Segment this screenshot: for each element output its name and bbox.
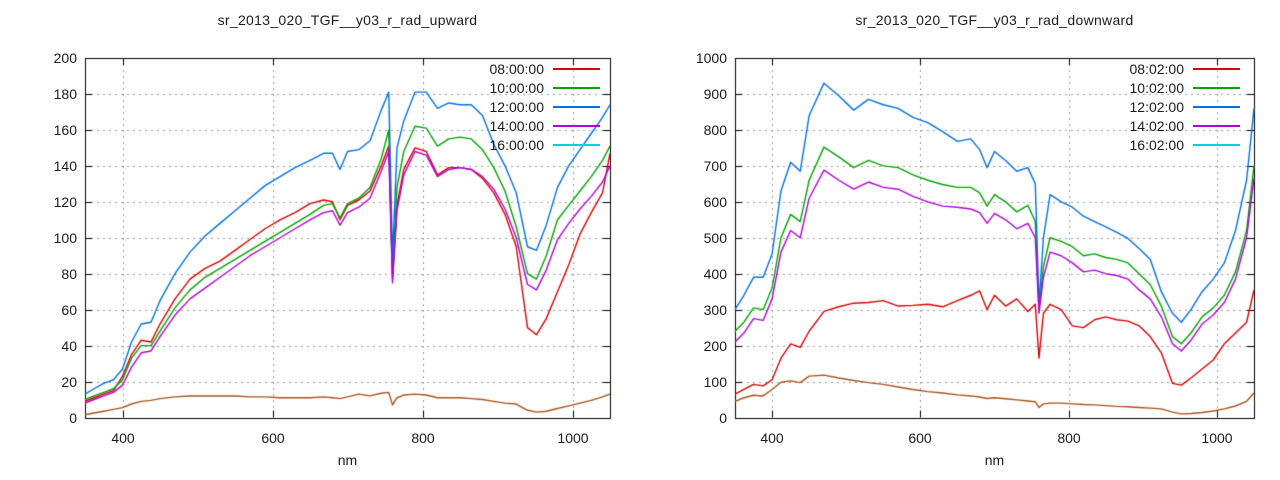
legend-entry: 10:00:00 xyxy=(489,78,600,97)
x-tick-label: 1000 xyxy=(557,429,589,446)
x-axis-label-downward: nm xyxy=(984,452,1005,468)
legend-entry: 12:00:00 xyxy=(489,97,600,116)
legend-entry: 08:00:00 xyxy=(489,59,600,78)
x-tick-label: 600 xyxy=(261,429,285,446)
legend-entry-label: 08:00:00 xyxy=(489,60,545,77)
y-tick-label: 100 xyxy=(53,230,77,246)
legend-downward: 08:02:00 10:02:00 12:02:00 14:02:00 16:02:00 xyxy=(1129,59,1240,154)
y-tick-label: 40 xyxy=(61,338,77,354)
legend-entry-label: 12:02:00 xyxy=(1129,98,1185,115)
y-tick-label: 700 xyxy=(703,158,727,174)
y-tick-label: 160 xyxy=(53,122,77,138)
y-tick-label: 100 xyxy=(703,374,727,390)
y-tick-label: 400 xyxy=(703,266,727,282)
legend-entry: 10:02:00 xyxy=(1129,78,1240,97)
legend-entry-label: 16:02:00 xyxy=(1129,136,1185,153)
legend-entry: 08:02:00 xyxy=(1129,59,1240,78)
legend-entry-label: 14:02:00 xyxy=(1129,117,1185,134)
y-tick-label: 80 xyxy=(61,266,77,282)
legend-upward: 08:00:00 10:00:00 12:00:00 14:00:00 16:00:00 xyxy=(489,59,600,154)
legend-line-sample xyxy=(553,86,600,89)
y-tick-label: 800 xyxy=(703,122,727,138)
legend-entry-label: 08:02:00 xyxy=(1129,60,1185,77)
legend-entry-label: 10:02:00 xyxy=(1129,79,1185,96)
y-tick-label: 120 xyxy=(53,194,77,210)
legend-entry-label: 14:00:00 xyxy=(489,117,545,134)
x-tick-label: 800 xyxy=(1057,429,1081,446)
legend-line-sample xyxy=(553,105,600,108)
legend-entry: 16:00:00 xyxy=(489,135,600,154)
y-tick-label: 600 xyxy=(703,194,727,210)
legend-entry: 16:02:00 xyxy=(1129,135,1240,154)
chart-title-rad-upward: sr_2013_020_TGF__y03_r_rad_upward xyxy=(217,12,478,28)
legend-line-sample xyxy=(553,124,600,127)
y-tick-label: 500 xyxy=(703,230,727,246)
x-tick-label: 600 xyxy=(908,429,932,446)
legend-entry: 12:02:00 xyxy=(1129,97,1240,116)
x-tick-label: 400 xyxy=(111,429,135,446)
x-tick-label: 800 xyxy=(411,429,435,446)
y-tick-label: 300 xyxy=(703,302,727,318)
y-tick-label: 140 xyxy=(53,158,77,174)
y-tick-label: 60 xyxy=(61,302,77,318)
legend-line-sample xyxy=(1193,105,1240,108)
y-tick-label: 200 xyxy=(703,338,727,354)
x-tick-label: 1000 xyxy=(1201,429,1233,446)
y-tick-label: 0 xyxy=(69,410,77,426)
y-tick-label: 200 xyxy=(53,50,77,66)
legend-entry: 14:00:00 xyxy=(489,116,600,135)
x-axis-label-upward: nm xyxy=(337,452,358,468)
legend-line-sample xyxy=(553,143,600,146)
chart-title-rad-downward: sr_2013_020_TGF__y03_r_rad_downward xyxy=(855,12,1134,28)
y-tick-label: 0 xyxy=(719,410,727,426)
legend-entry-label: 16:00:00 xyxy=(489,136,545,153)
y-tick-label: 180 xyxy=(53,86,77,102)
legend-entry-label: 10:00:00 xyxy=(489,79,545,96)
legend-line-sample xyxy=(553,67,600,70)
y-tick-label: 20 xyxy=(61,374,77,390)
legend-line-sample xyxy=(1193,143,1240,146)
legend-line-sample xyxy=(1193,67,1240,70)
y-tick-label: 1000 xyxy=(695,50,727,66)
y-tick-label: 900 xyxy=(703,86,727,102)
legend-line-sample xyxy=(1193,86,1240,89)
legend-entry: 14:02:00 xyxy=(1129,116,1240,135)
legend-entry-label: 12:00:00 xyxy=(489,98,545,115)
x-tick-label: 400 xyxy=(760,429,784,446)
legend-line-sample xyxy=(1193,124,1240,127)
